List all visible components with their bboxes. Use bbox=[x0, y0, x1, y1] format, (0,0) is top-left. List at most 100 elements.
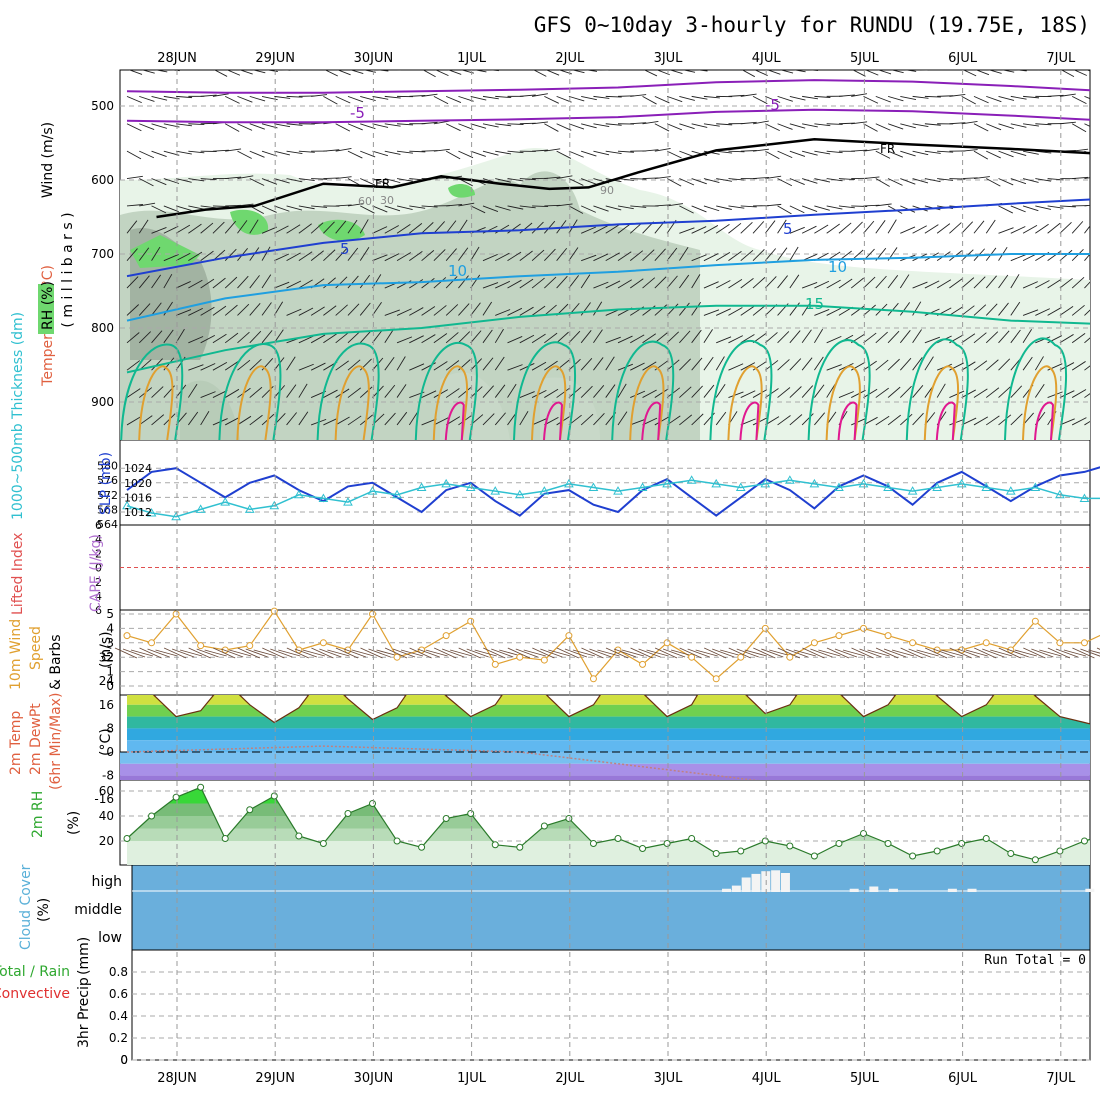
wind-speed-point bbox=[270, 607, 278, 615]
wind-barb bbox=[433, 417, 449, 426]
wind-barb-10m bbox=[1055, 648, 1079, 658]
wind-barb bbox=[347, 387, 361, 398]
wind-barb bbox=[851, 149, 868, 152]
wind-barb-10m bbox=[114, 647, 138, 659]
thickness-point bbox=[784, 475, 795, 484]
wind-barb bbox=[605, 384, 616, 398]
wind-barb bbox=[887, 358, 900, 371]
vertical-grid bbox=[176, 70, 1062, 1060]
wind-barb bbox=[138, 331, 151, 344]
wind-barb bbox=[985, 415, 1000, 426]
wind-barb bbox=[851, 418, 867, 426]
wind-barb bbox=[1059, 277, 1073, 289]
wind-barb bbox=[286, 412, 297, 426]
wind-barb bbox=[1059, 390, 1075, 398]
wind-barb bbox=[973, 416, 989, 426]
wind-barb bbox=[175, 205, 192, 211]
wind-barb bbox=[347, 123, 363, 131]
wind-barb bbox=[792, 70, 806, 73]
y-tick-wind: 1 bbox=[106, 665, 114, 679]
wind-barb bbox=[863, 276, 876, 289]
wind-barb bbox=[838, 222, 852, 234]
wind-barb bbox=[335, 220, 347, 234]
wind-barb bbox=[274, 253, 290, 262]
wind-barb bbox=[654, 147, 671, 152]
cloud-bar bbox=[967, 888, 977, 892]
wind-barb bbox=[458, 150, 474, 159]
wind-barb bbox=[912, 150, 929, 156]
wind-barb bbox=[495, 205, 511, 211]
wind-barb-10m bbox=[957, 648, 980, 658]
cloud-high-label: high bbox=[91, 874, 122, 890]
wind-barb bbox=[396, 205, 413, 211]
y-tick-li: 6 bbox=[95, 519, 102, 532]
contour-20 bbox=[512, 341, 577, 440]
wind-barb bbox=[875, 178, 890, 187]
wind-barb bbox=[912, 385, 924, 398]
wind-barb bbox=[1084, 365, 1090, 371]
wind-barb-10m bbox=[474, 649, 497, 657]
wind10m-panel bbox=[114, 607, 1100, 683]
wind-barb bbox=[495, 280, 510, 289]
wind-barb bbox=[151, 274, 162, 289]
wind-barb-10m bbox=[695, 649, 718, 657]
wind-barb bbox=[617, 223, 632, 234]
wind-barb bbox=[691, 95, 708, 100]
thickness-point bbox=[195, 504, 206, 513]
wind-barb bbox=[519, 363, 535, 371]
rh-band bbox=[127, 828, 1090, 841]
wind-speed-point bbox=[835, 632, 843, 640]
y-tick-pressure: 800 bbox=[91, 321, 114, 335]
wind-barb bbox=[482, 329, 493, 344]
wind-barb bbox=[409, 94, 426, 97]
wind-barb bbox=[703, 95, 720, 99]
wind-barb-10m bbox=[851, 647, 874, 659]
wind-barb bbox=[789, 246, 799, 261]
wind-barb bbox=[654, 332, 668, 344]
wind-barb bbox=[985, 303, 998, 316]
dewpoint-line bbox=[126, 745, 760, 780]
wind-barb bbox=[175, 224, 191, 234]
wind-barb bbox=[286, 95, 303, 98]
wind-barb-10m bbox=[630, 647, 653, 659]
wind-barb-10m bbox=[621, 649, 645, 657]
contour-25 bbox=[530, 365, 567, 440]
rh-point bbox=[810, 852, 818, 860]
wind-barb bbox=[433, 221, 445, 234]
wind-barb bbox=[495, 178, 511, 183]
wind-barb bbox=[973, 332, 987, 344]
wind-barb bbox=[1010, 226, 1026, 234]
wind-barb-10m bbox=[998, 647, 1021, 659]
y-tick-li: 4 bbox=[95, 533, 102, 546]
wind-barb bbox=[421, 390, 437, 398]
wind-barb-10m bbox=[335, 647, 359, 659]
wind-barb bbox=[556, 387, 570, 398]
wind-barb bbox=[752, 120, 769, 125]
wind-barb bbox=[765, 175, 782, 179]
wind-barb bbox=[887, 275, 899, 289]
thickness-point bbox=[834, 482, 844, 491]
wind-barb bbox=[151, 227, 167, 234]
wind-barb-10m bbox=[441, 648, 465, 658]
x-tick-label-top: 28JUN bbox=[157, 51, 197, 66]
wind-barb bbox=[396, 252, 412, 262]
wind-barb bbox=[347, 219, 358, 234]
cold-band bbox=[120, 775, 1090, 780]
contour-label-minus5-a: -5 bbox=[350, 104, 365, 122]
wind-barb bbox=[826, 178, 843, 182]
wind-barb bbox=[936, 279, 952, 289]
wind-barb-10m bbox=[294, 648, 318, 658]
wind-barb bbox=[532, 205, 549, 208]
wind-barb bbox=[1047, 94, 1064, 97]
wind-barb bbox=[384, 205, 401, 212]
rh-point bbox=[221, 835, 229, 842]
wind-barb bbox=[728, 205, 745, 209]
wind-barb bbox=[789, 330, 801, 344]
wind-barb bbox=[1084, 177, 1090, 179]
wind-barb bbox=[937, 150, 954, 153]
wind-barb bbox=[826, 205, 843, 210]
wind-barb bbox=[715, 223, 730, 234]
thickness-point bbox=[465, 482, 476, 491]
wind-barb bbox=[519, 222, 533, 234]
temp-line bbox=[152, 695, 1090, 725]
